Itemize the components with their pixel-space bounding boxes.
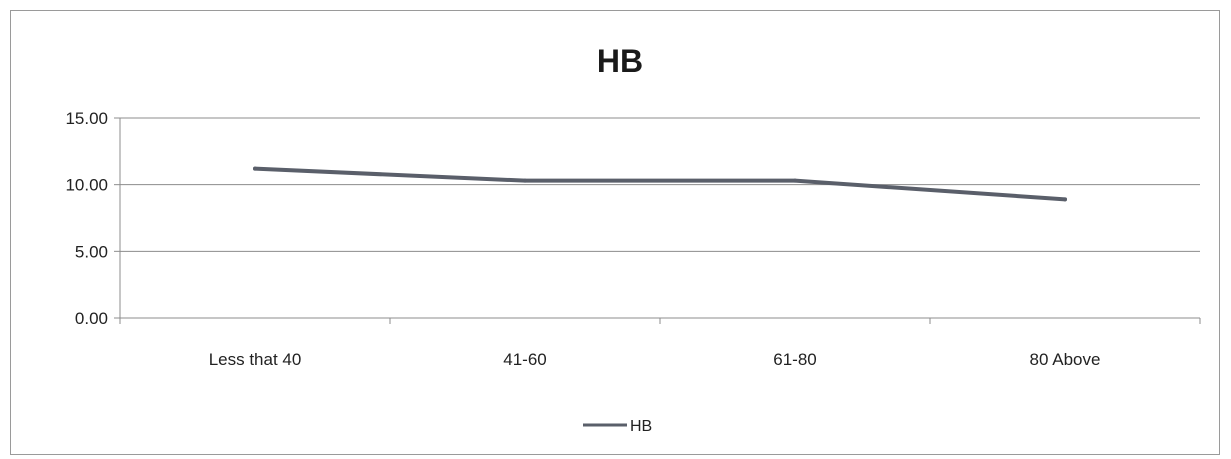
series-layer <box>253 166 1067 202</box>
chart-title: HB <box>597 43 643 79</box>
x-tick-label: 80 Above <box>1030 350 1101 369</box>
y-tick-label: 10.00 <box>65 176 108 195</box>
x-tick-label: 61-80 <box>773 350 816 369</box>
gridlines <box>120 117 1200 252</box>
data-point-hb <box>1063 197 1067 202</box>
data-point-hb <box>523 178 527 183</box>
x-tick-label: Less that 40 <box>209 350 302 369</box>
chart-frame <box>10 10 1220 455</box>
x-axis-tick-labels: Less that 40 41-60 61-80 80 Above <box>209 350 1101 369</box>
y-tick-label: 0.00 <box>75 309 108 328</box>
x-tick-label: 41-60 <box>503 350 546 369</box>
legend: HB <box>583 418 652 435</box>
series-line-hb <box>253 166 1067 202</box>
y-tick-label: 5.00 <box>75 242 108 261</box>
legend-label-hb: HB <box>630 418 652 435</box>
data-point-hb <box>793 178 797 183</box>
y-tick-label: 15.00 <box>65 109 108 128</box>
data-point-hb <box>253 166 257 171</box>
axes <box>114 117 1201 324</box>
y-axis-tick-labels: 0.00 5.00 10.00 15.00 <box>65 109 108 328</box>
